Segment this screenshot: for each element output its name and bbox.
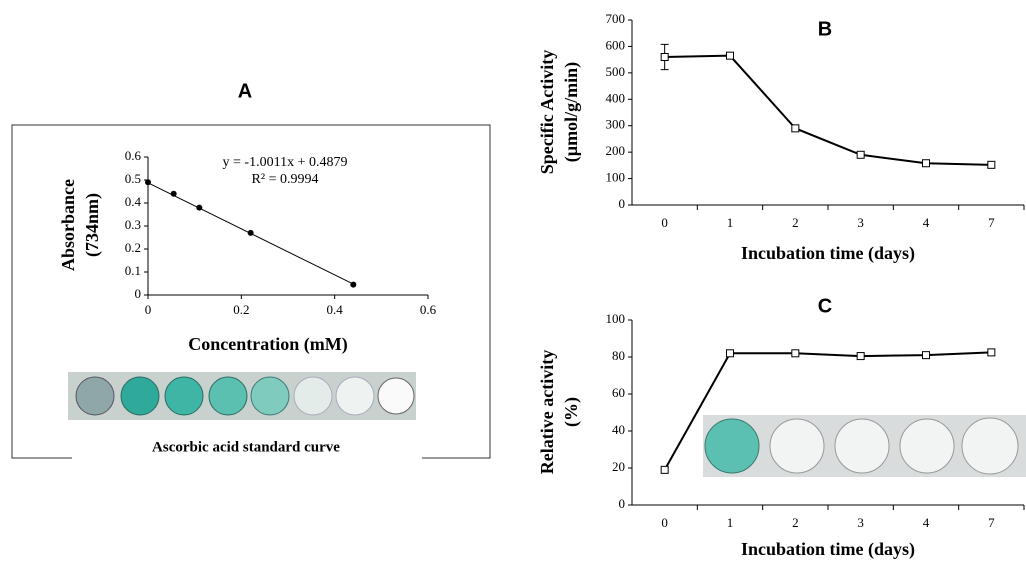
x-tick-label: 1 bbox=[727, 515, 734, 530]
x-tick-label: 2 bbox=[792, 515, 799, 530]
well bbox=[120, 376, 160, 416]
frame bbox=[11, 124, 491, 459]
line bbox=[663, 351, 992, 471]
well bbox=[899, 418, 955, 474]
well bbox=[75, 376, 115, 416]
x-tick-label: 2 bbox=[792, 215, 799, 230]
caption: Ascorbic acid standard curve bbox=[152, 439, 340, 455]
y-tick-label: 0.2 bbox=[125, 240, 141, 255]
y-tick-label: 0 bbox=[619, 196, 626, 211]
well-strip-c bbox=[703, 415, 1026, 477]
y-tick-label: 500 bbox=[606, 64, 626, 79]
y-tick-label: 400 bbox=[606, 90, 626, 105]
x-tick-label: 1 bbox=[727, 215, 734, 230]
well bbox=[961, 417, 1019, 475]
x-axis-title: Concentration (mM) bbox=[188, 334, 347, 355]
x-tick-label: 0.2 bbox=[233, 302, 249, 317]
point bbox=[196, 204, 203, 211]
x-axis-title: Incubation time (days) bbox=[741, 539, 915, 560]
x-tick-label: 7 bbox=[988, 515, 995, 530]
y-axis-title: Specific Activity bbox=[537, 50, 557, 174]
line bbox=[664, 54, 992, 166]
y-tick-label: 0 bbox=[135, 286, 142, 301]
x-tick-label: 7 bbox=[988, 215, 995, 230]
y-axis-title: (734nm) bbox=[82, 193, 103, 257]
y-axis-title: (%) bbox=[561, 397, 582, 427]
y-tick-label: 300 bbox=[606, 117, 626, 132]
marker bbox=[922, 351, 930, 360]
x-tick-label: 3 bbox=[857, 515, 864, 530]
well bbox=[704, 418, 760, 474]
panel-title: B bbox=[818, 18, 832, 40]
x-tick-label: 0 bbox=[661, 515, 668, 530]
annotation: R² = 0.9994 bbox=[252, 172, 319, 187]
well bbox=[769, 418, 825, 474]
marker bbox=[660, 53, 669, 61]
x-tick-label: 3 bbox=[857, 215, 864, 230]
well bbox=[250, 376, 290, 416]
point bbox=[170, 190, 177, 197]
y-tick-label: 100 bbox=[606, 311, 626, 326]
y-tick-label: 0.3 bbox=[125, 217, 141, 232]
x-tick-label: 0 bbox=[145, 302, 152, 317]
y-tick-label: 20 bbox=[612, 459, 625, 474]
well bbox=[377, 377, 415, 415]
x-tick-label: 0.4 bbox=[327, 302, 344, 317]
x-axis-title: Incubation time (days) bbox=[741, 243, 915, 264]
well bbox=[164, 376, 204, 416]
x-tick-label: 4 bbox=[923, 215, 930, 230]
y-tick-label: 0.6 bbox=[125, 148, 142, 163]
marker bbox=[987, 348, 996, 357]
point bbox=[247, 229, 254, 236]
y-tick-label: 200 bbox=[606, 143, 626, 158]
y-tick-label: 100 bbox=[606, 170, 626, 185]
x-tick-label: 0.6 bbox=[420, 302, 437, 317]
y-axis-title: (µmol/g/min) bbox=[561, 62, 582, 162]
y-tick-label: 0 bbox=[619, 496, 626, 511]
marker bbox=[922, 159, 930, 168]
marker bbox=[726, 349, 734, 358]
well-strip-a bbox=[68, 372, 416, 420]
annotation: y = -1.0011x + 0.4879 bbox=[223, 155, 348, 170]
well bbox=[834, 418, 890, 474]
well bbox=[293, 376, 333, 416]
y-tick-label: 0.5 bbox=[125, 171, 141, 186]
marker bbox=[726, 51, 734, 60]
well bbox=[335, 376, 375, 416]
point bbox=[145, 179, 151, 186]
marker bbox=[791, 349, 800, 358]
y-axis-title: Relative activity bbox=[537, 350, 557, 474]
y-tick-label: 40 bbox=[612, 422, 625, 437]
marker bbox=[660, 465, 669, 474]
x-tick-label: 0 bbox=[661, 215, 668, 230]
y-tick-label: 0.1 bbox=[125, 263, 141, 278]
well bbox=[208, 376, 248, 416]
marker bbox=[987, 160, 996, 169]
y-tick-label: 600 bbox=[606, 37, 626, 52]
y-tick-label: 60 bbox=[612, 385, 625, 400]
marker bbox=[856, 150, 865, 159]
panel-a-frame bbox=[11, 124, 491, 459]
x-tick-label: 4 bbox=[923, 515, 930, 530]
y-tick-label: 0.4 bbox=[125, 194, 142, 209]
marker bbox=[791, 124, 800, 133]
marker bbox=[856, 352, 865, 361]
y-tick-label: 80 bbox=[612, 348, 625, 363]
y-tick-label: 700 bbox=[606, 11, 626, 26]
y-axis-title: Absorbance bbox=[58, 179, 78, 271]
point bbox=[350, 281, 357, 288]
panel-title: C bbox=[818, 295, 832, 317]
panel-title: A bbox=[238, 80, 252, 102]
